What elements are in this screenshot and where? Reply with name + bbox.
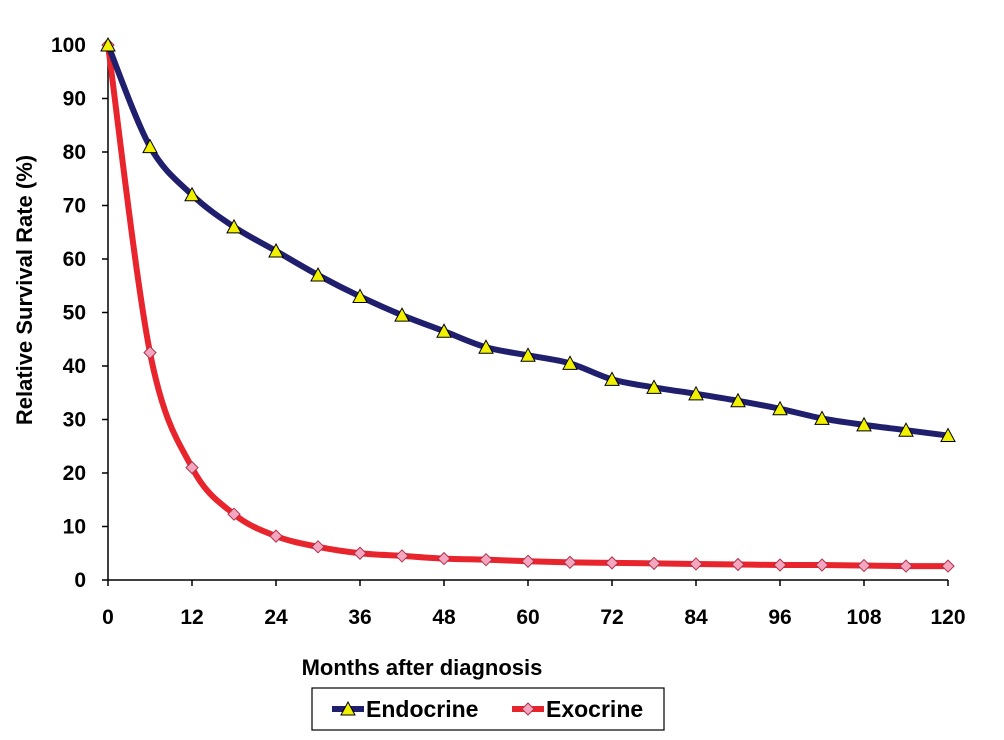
series-endocrine-point — [940, 427, 956, 443]
series-endocrine-point — [100, 36, 116, 52]
x-tick-label: 0 — [102, 606, 114, 629]
legend-box — [311, 687, 665, 731]
series-exocrine-point — [857, 558, 871, 573]
series-endocrine-point — [562, 355, 578, 370]
series-exocrine-point — [899, 559, 913, 573]
series-endocrine-point — [730, 392, 746, 408]
x-axis-title: Months after diagnosis — [302, 655, 543, 680]
y-tick-label: 90 — [63, 88, 86, 111]
series-exocrine-point — [941, 559, 955, 573]
series-endocrine-point — [856, 416, 872, 432]
x-ticks: 0 12 24 36 48 60 72 84 96 108 120 — [102, 580, 966, 629]
series-endocrine-point — [814, 410, 830, 425]
series-endocrine-point — [772, 400, 788, 416]
y-tick-label: 30 — [63, 409, 86, 432]
series-exocrine-point — [563, 555, 577, 570]
series-exocrine-point — [773, 558, 787, 572]
series-endocrine-point — [520, 347, 536, 362]
y-tick-label: 40 — [63, 355, 86, 378]
series-exocrine-point — [479, 552, 493, 567]
x-tick-label: 108 — [846, 606, 881, 629]
y-tick-label: 10 — [63, 516, 86, 539]
series-exocrine-point — [521, 554, 535, 568]
series-endocrine-point — [352, 288, 368, 303]
series-endocrine — [100, 36, 956, 443]
x-tick-label: 120 — [930, 606, 965, 629]
series-endocrine-point — [310, 266, 326, 282]
series-endocrine-point — [646, 379, 662, 394]
series-exocrine-point — [185, 460, 199, 475]
legend-exocrine-swatch-marker — [521, 702, 535, 716]
y-tick-label: 0 — [74, 569, 86, 592]
y-tick-label: 80 — [63, 141, 86, 164]
y-tick-label: 20 — [63, 462, 86, 485]
legend-items: Endocrine Exocrine — [332, 696, 643, 722]
series-endocrine-point — [688, 385, 704, 401]
series-exocrine-point — [605, 556, 619, 570]
series-layer — [100, 36, 956, 573]
x-tick-label: 24 — [264, 606, 288, 629]
series-exocrine-point — [353, 546, 367, 560]
x-tick-label: 12 — [180, 606, 203, 629]
y-tick-label: 70 — [63, 195, 86, 218]
legend-exocrine-label: Exocrine — [546, 696, 643, 722]
series-exocrine-point — [647, 556, 661, 571]
series-exocrine-point — [815, 558, 829, 572]
series-exocrine-line — [105, 42, 951, 570]
series-endocrine-point — [268, 242, 284, 258]
series-exocrine-point — [689, 557, 703, 571]
y-tick-label: 60 — [63, 248, 86, 271]
series-endocrine-point — [604, 371, 620, 386]
y-tick-label: 50 — [63, 302, 86, 325]
series-endocrine-point — [478, 339, 494, 354]
x-tick-label: 36 — [348, 606, 371, 629]
series-endocrine-point — [898, 422, 914, 437]
series-endocrine-point — [394, 307, 410, 322]
series-endocrine-point — [226, 218, 242, 234]
legend-endocrine-label: Endocrine — [366, 696, 478, 722]
series-exocrine-point — [437, 551, 451, 566]
series-exocrine-point — [269, 529, 283, 543]
x-tick-label: 60 — [516, 606, 539, 629]
series-exocrine-point — [227, 507, 241, 521]
series-exocrine — [101, 38, 955, 573]
series-endocrine-point — [184, 186, 200, 202]
x-tick-label: 96 — [768, 606, 791, 629]
legend: Endocrine Exocrine — [311, 687, 665, 731]
x-tick-label: 72 — [600, 606, 623, 629]
series-endocrine-point — [436, 323, 452, 338]
series-exocrine-point — [395, 549, 409, 563]
y-ticks: 0 10 20 30 40 50 60 70 80 90 100 — [51, 34, 108, 592]
series-endocrine-line — [105, 42, 951, 439]
y-axis-title: Relative Survival Rate (%) — [12, 155, 37, 425]
series-exocrine-point — [311, 540, 325, 554]
x-tick-label: 84 — [684, 606, 708, 629]
series-endocrine-point — [142, 138, 158, 154]
series-exocrine-point — [143, 345, 157, 360]
x-tick-label: 48 — [432, 606, 456, 629]
y-tick-label: 100 — [51, 34, 86, 57]
axes — [107, 45, 948, 581]
series-exocrine-point — [731, 557, 745, 572]
legend-endocrine-swatch-marker — [340, 700, 356, 716]
